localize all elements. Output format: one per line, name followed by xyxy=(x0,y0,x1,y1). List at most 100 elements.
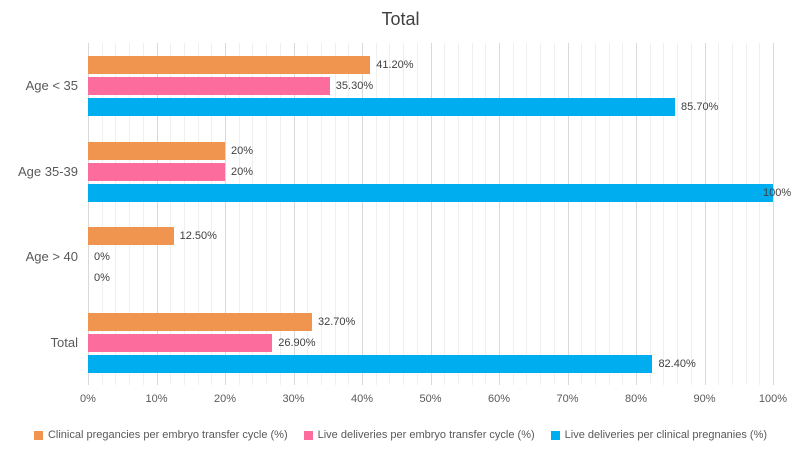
legend-item-clinical-pregnancies: Clinical pregancies per embryo transfer … xyxy=(33,429,288,441)
category-label: Age 35-39 xyxy=(18,163,78,179)
minor-gridline xyxy=(663,43,665,385)
minor-gridline xyxy=(279,43,281,385)
minor-gridline xyxy=(115,43,117,385)
bar xyxy=(88,98,676,116)
major-gridline xyxy=(636,43,637,385)
minor-gridline xyxy=(170,43,172,385)
x-axis-tick-label: 10% xyxy=(145,393,168,405)
major-gridline xyxy=(225,43,226,385)
x-axis-tick-label: 30% xyxy=(282,393,305,405)
minor-gridline xyxy=(512,43,514,385)
bar xyxy=(88,56,371,74)
legend-label: Live deliveries per clinical pregnanies … xyxy=(564,429,768,441)
data-label: 32.70% xyxy=(317,315,356,328)
minor-gridline xyxy=(320,43,322,385)
x-axis-tick-label: 50% xyxy=(419,393,442,405)
data-label: 20% xyxy=(231,144,254,157)
minor-gridline xyxy=(403,43,405,385)
legend-swatch-pink xyxy=(303,430,313,440)
minor-gridline xyxy=(540,43,542,385)
minor-gridline xyxy=(581,43,583,385)
x-axis-tick-label: 70% xyxy=(556,393,579,405)
data-label: 41.20% xyxy=(376,59,414,71)
data-label: 0% xyxy=(94,251,110,263)
minor-gridline xyxy=(416,43,418,385)
data-label: 100% xyxy=(763,186,792,199)
x-axis-tick-label: 80% xyxy=(624,393,648,405)
plot-area: 41.20% 35.30% 85.70% 20% 20% 100% 12.50% 0% 0% 32… xyxy=(88,43,791,385)
minor-gridline xyxy=(142,43,144,385)
minor-gridline xyxy=(389,43,391,385)
major-gridline xyxy=(704,43,706,385)
legend: Clinical pregancies per embryo transfer … xyxy=(0,429,801,441)
minor-gridline xyxy=(677,43,679,385)
minor-gridline xyxy=(594,43,596,385)
minor-gridline xyxy=(129,43,131,385)
bar xyxy=(88,141,225,160)
minor-gridline xyxy=(649,43,651,385)
major-gridline xyxy=(88,43,89,385)
bar xyxy=(88,227,174,245)
minor-gridline xyxy=(471,43,473,385)
data-label: 26.90% xyxy=(278,336,316,349)
minor-gridline xyxy=(718,43,720,385)
minor-gridline xyxy=(375,43,377,385)
chart-title: Total xyxy=(381,9,420,29)
bar xyxy=(88,162,225,181)
x-axis-tick-label: 0% xyxy=(80,393,96,405)
data-label: 0% xyxy=(94,272,110,284)
minor-gridline xyxy=(759,43,761,385)
legend-swatch-blue xyxy=(550,430,560,440)
major-gridline xyxy=(156,43,158,385)
x-axis-tick-label: 60% xyxy=(487,393,511,405)
minor-gridline xyxy=(485,43,487,385)
bar xyxy=(88,183,773,202)
data-label: 85.70% xyxy=(681,101,719,113)
legend-swatch-orange xyxy=(33,430,43,440)
x-axis-tick-label: 90% xyxy=(693,393,716,405)
minor-gridline xyxy=(252,43,254,385)
minor-gridline xyxy=(444,43,446,385)
minor-gridline xyxy=(608,43,610,385)
minor-gridline xyxy=(307,43,309,385)
minor-gridline xyxy=(334,43,336,385)
minor-gridline xyxy=(622,43,624,385)
x-axis-tick-label: 20% xyxy=(213,393,237,405)
minor-gridline xyxy=(183,43,185,385)
data-label: 20% xyxy=(231,165,254,178)
legend-label: Live deliveries per embryo transfer cycl… xyxy=(317,429,535,441)
legend-item-live-deliveries-per-cycle: Live deliveries per embryo transfer cycl… xyxy=(303,429,535,441)
minor-gridline xyxy=(526,43,528,385)
data-label: 82.40% xyxy=(658,357,696,370)
minor-gridline xyxy=(101,43,103,385)
data-label: 35.30% xyxy=(335,80,374,92)
bar xyxy=(88,333,273,352)
bar xyxy=(88,354,653,373)
major-gridline xyxy=(430,43,432,385)
minor-gridline xyxy=(731,43,733,385)
x-axis-tick-label: 100% xyxy=(758,393,788,405)
minor-gridline xyxy=(238,43,240,385)
major-gridline xyxy=(773,43,774,385)
minor-gridline xyxy=(197,43,199,385)
minor-gridline xyxy=(457,43,459,385)
minor-gridline xyxy=(690,43,692,385)
major-gridline xyxy=(567,43,569,385)
minor-gridline xyxy=(745,43,747,385)
category-label: Age > 40 xyxy=(25,249,78,265)
category-label: Total xyxy=(50,334,78,350)
minor-gridline xyxy=(348,43,350,385)
legend-item-live-deliveries-per-pregnancy: Live deliveries per clinical pregnanies … xyxy=(550,429,768,441)
legend-label: Clinical pregancies per embryo transfer … xyxy=(47,429,288,441)
major-gridline xyxy=(293,43,295,385)
major-gridline xyxy=(499,43,500,385)
major-gridline xyxy=(362,43,363,385)
minor-gridline xyxy=(553,43,555,385)
x-axis-tick-label: 40% xyxy=(350,393,374,405)
minor-gridline xyxy=(211,43,213,385)
category-label: Age < 35 xyxy=(25,78,78,94)
minor-gridline xyxy=(266,43,268,385)
data-label: 12.50% xyxy=(179,230,217,242)
bar xyxy=(88,312,312,331)
